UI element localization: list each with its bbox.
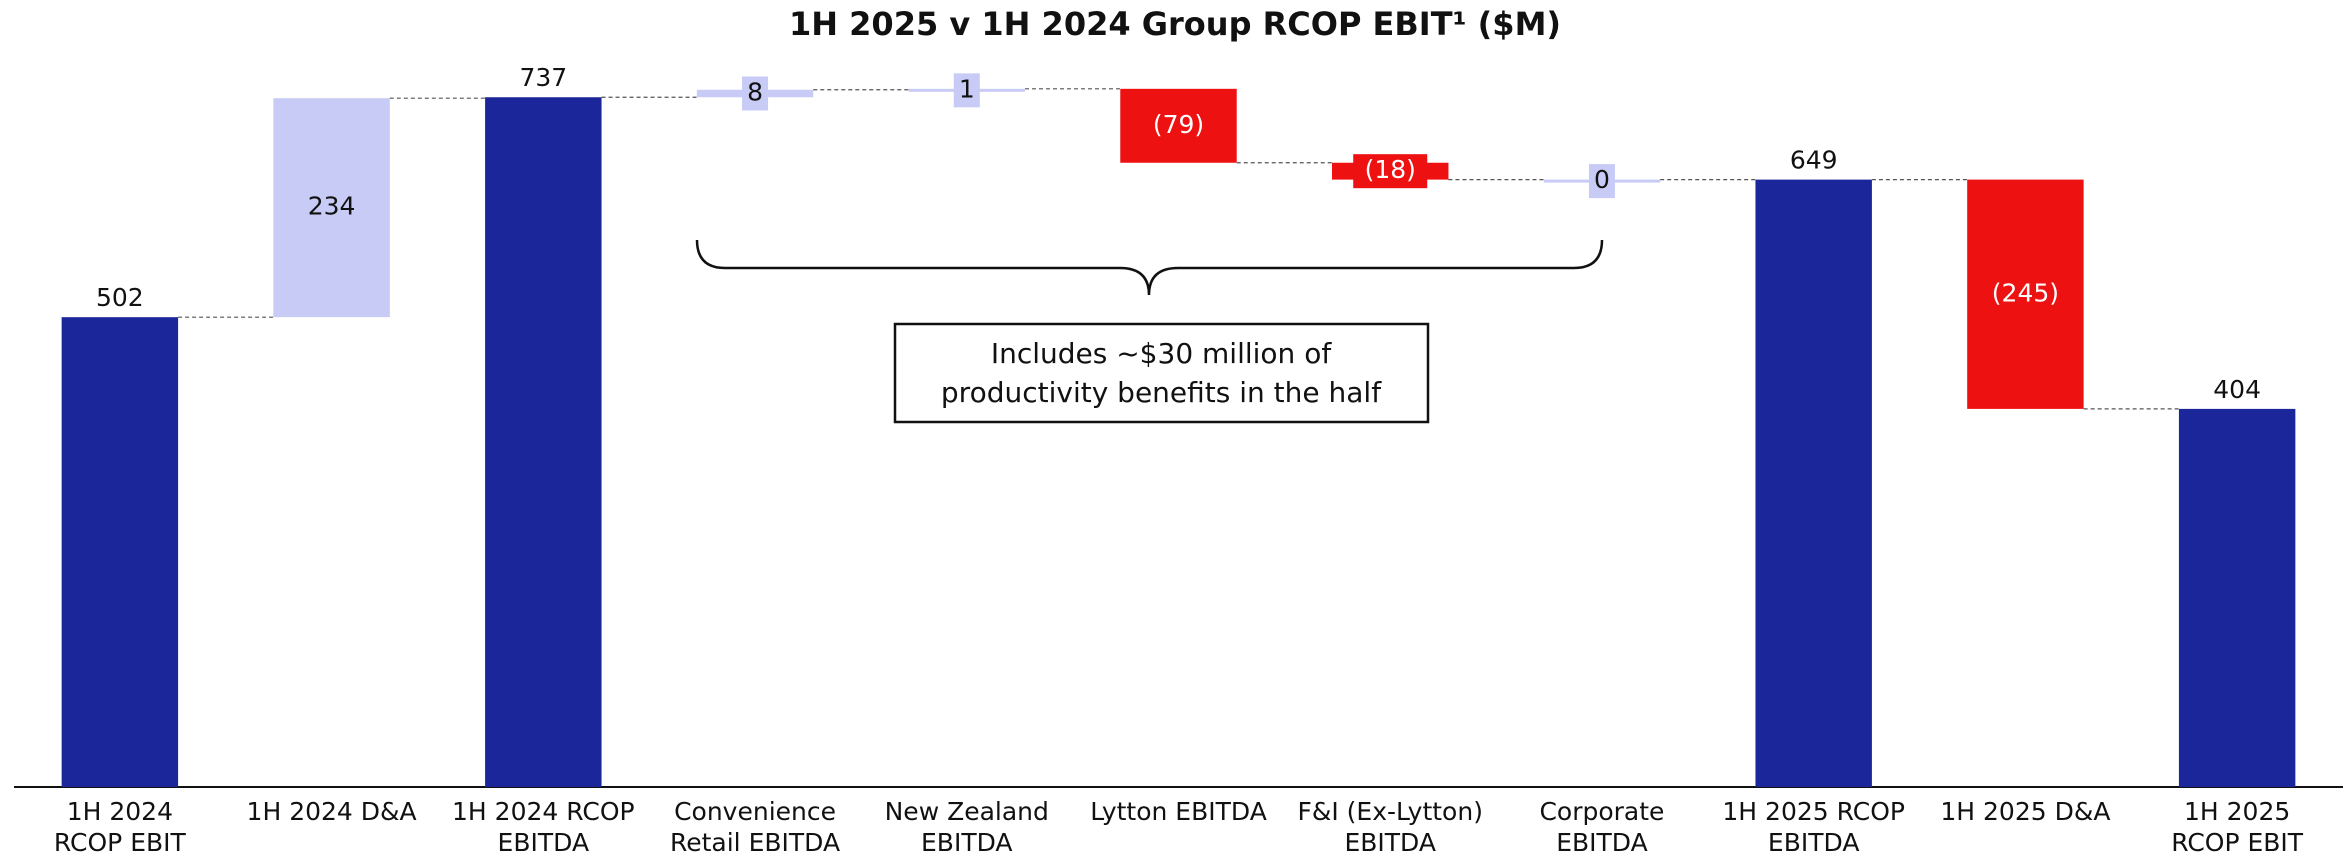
x-tick-label: Corporate	[1539, 797, 1664, 826]
x-tick-label: EBITDA	[921, 828, 1013, 857]
label-box	[1588, 164, 1615, 199]
value-label: 502	[96, 283, 144, 312]
x-tick-label: Convenience	[674, 797, 836, 826]
value-label: (79)	[1153, 110, 1204, 139]
x-tick-label: F&I (Ex-Lytton)	[1297, 797, 1483, 826]
label-box	[742, 76, 769, 111]
x-tick-label: Retail EBITDA	[670, 828, 840, 857]
x-tick-label: 1H 2025 RCOP	[1722, 797, 1905, 826]
value-label: 0	[1594, 165, 1610, 194]
bar	[485, 97, 602, 787]
value-label: 8	[747, 78, 763, 107]
brace	[695, 239, 1604, 296]
bar	[273, 98, 390, 318]
chart-title: 1H 2025 v 1H 2024 Group RCOP EBIT¹ ($M)	[789, 5, 1561, 43]
value-label: (245)	[1992, 278, 2059, 307]
x-tick-label: 1H 2025 D&A	[1940, 797, 2110, 826]
x-tick-label: RCOP EBIT	[54, 828, 187, 857]
annotation-text: productivity benefits in the half	[941, 376, 1382, 409]
value-label: (18)	[1365, 155, 1416, 184]
annotation-text: Includes ~$30 million of	[991, 337, 1333, 370]
x-tick-label: EBITDA	[1344, 828, 1436, 857]
bar	[1755, 179, 1872, 788]
value-label: 234	[308, 192, 356, 221]
label-box	[1353, 154, 1428, 189]
x-tick-label: New Zealand	[885, 797, 1049, 826]
label-box	[953, 73, 980, 108]
x-tick-label: EBITDA	[1768, 828, 1860, 857]
x-tick-label: RCOP EBIT	[2171, 828, 2304, 857]
x-tick-label: 1H 2024 RCOP	[452, 797, 635, 826]
bar	[2178, 408, 2296, 787]
x-tick-label: 1H 2025	[2184, 797, 2290, 826]
x-tick-label: Lytton EBITDA	[1090, 797, 1267, 826]
x-tick-label: EBITDA	[1556, 828, 1648, 857]
annotation-box	[893, 322, 1430, 424]
bar	[1120, 88, 1237, 163]
value-label: 649	[1790, 146, 1838, 175]
bar	[61, 317, 179, 787]
value-label: 737	[519, 63, 567, 92]
x-tick-label: 1H 2024 D&A	[247, 797, 417, 826]
value-label: 404	[2213, 375, 2261, 404]
value-label: 1	[959, 74, 975, 103]
x-tick-label: EBITDA	[498, 828, 590, 857]
bar	[1967, 179, 2084, 409]
x-tick-label: 1H 2024	[67, 797, 173, 826]
